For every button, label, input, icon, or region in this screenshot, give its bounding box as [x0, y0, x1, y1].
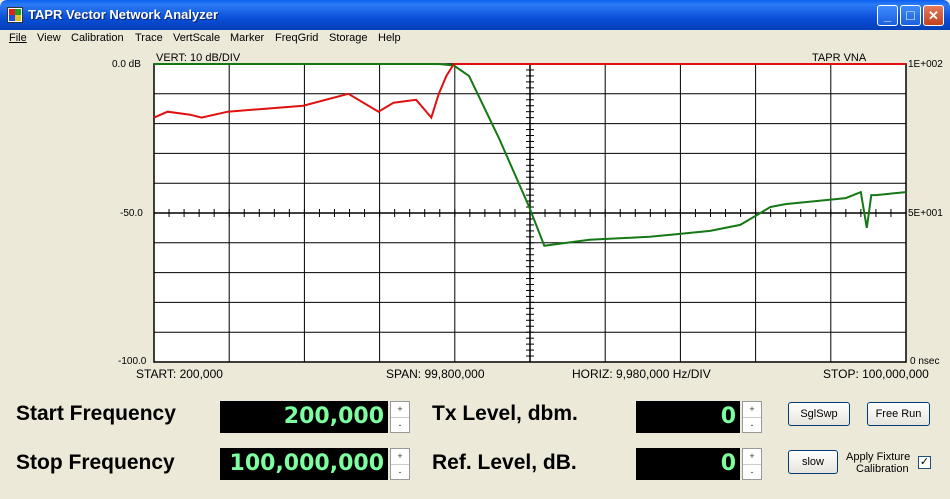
menu-label: File — [9, 32, 27, 44]
start-frequency-display[interactable]: 200,000 — [220, 401, 388, 433]
app-icon — [7, 7, 23, 23]
tx-level-spinner[interactable]: + - — [742, 401, 762, 433]
stop-frequency-label: Stop Frequency — [16, 451, 175, 474]
start-frequency-spinner[interactable]: + - — [390, 401, 410, 433]
menu-label: FreqGrid — [275, 32, 319, 44]
menu-label: Calibration — [71, 32, 124, 44]
menu-label: Storage — [329, 32, 368, 44]
menu-help[interactable]: Help — [378, 32, 401, 44]
span-readout: SPAN: 99,800,000 — [386, 367, 485, 381]
menu-label: View — [37, 32, 61, 44]
stop-frequency-display[interactable]: 100,000,000 — [220, 448, 388, 480]
stop-freq-readout: STOP: 100,000,000 — [823, 367, 929, 381]
menu-label: VertScale — [173, 32, 221, 44]
spin-down-button[interactable]: - — [750, 467, 754, 477]
window-title: TAPR Vector Network Analyzer — [28, 7, 218, 22]
menu-freqgrid[interactable]: FreqGrid — [275, 32, 318, 44]
horiz-readout: HORIZ: 9,980,000 Hz/DIV — [572, 367, 711, 381]
spin-up-button[interactable]: + — [743, 449, 761, 465]
right-tick-top: 1E+002 — [908, 59, 943, 70]
spin-up-button[interactable]: + — [743, 402, 761, 418]
slow-button[interactable]: slow — [788, 450, 838, 474]
menu-view[interactable]: View — [37, 32, 61, 44]
vert-scale-label: VERT: 10 dB/DIV — [156, 52, 241, 64]
title-bar: TAPR Vector Network Analyzer _ □ ✕ — [0, 0, 950, 30]
spin-up-button[interactable]: + — [391, 402, 409, 418]
right-tick-mid: 5E+001 — [908, 208, 943, 219]
menu-file[interactable]: File — [9, 32, 27, 44]
tx-level-label: Tx Level, dbm. — [432, 402, 578, 425]
menu-bar: File View Calibration Trace VertScale Ma… — [0, 30, 950, 48]
green-trace — [154, 63, 907, 247]
right-tick-bottom: 0 nsec — [910, 356, 940, 367]
apply-fixture-checkbox[interactable]: ✓ — [918, 456, 931, 469]
red-trace — [153, 63, 906, 120]
left-tick-top: 0.0 dB — [112, 59, 141, 70]
spin-down-button[interactable]: - — [750, 420, 754, 430]
calibration-label: Calibration — [856, 463, 909, 475]
start-frequency-label: Start Frequency — [16, 402, 176, 425]
stop-frequency-spinner[interactable]: + - — [390, 448, 410, 480]
menu-label: Marker — [230, 32, 265, 44]
close-button[interactable]: ✕ — [923, 5, 944, 26]
free-run-button[interactable]: Free Run — [867, 402, 930, 426]
menu-label: Help — [378, 32, 401, 44]
start-freq-readout: START: 200,000 — [136, 367, 223, 381]
minimize-button[interactable]: _ — [877, 5, 898, 26]
single-sweep-button[interactable]: SglSwp — [788, 402, 850, 426]
menu-calibration[interactable]: Calibration — [71, 32, 124, 44]
spin-down-button[interactable]: - — [398, 420, 402, 430]
menu-marker[interactable]: Marker — [230, 32, 264, 44]
left-tick-bottom: -100.0 — [118, 356, 147, 367]
spin-down-button[interactable]: - — [398, 467, 402, 477]
left-tick-mid: -50.0 — [120, 208, 143, 219]
ref-level-label: Ref. Level, dB. — [432, 451, 577, 474]
maximize-button[interactable]: □ — [900, 5, 921, 26]
menu-vertscale[interactable]: VertScale — [173, 32, 220, 44]
brand-label: TAPR VNA — [812, 52, 867, 64]
tx-level-display[interactable]: 0 — [636, 401, 740, 433]
ref-level-display[interactable]: 0 — [636, 448, 740, 480]
menu-storage[interactable]: Storage — [329, 32, 368, 44]
ref-level-spinner[interactable]: + - — [742, 448, 762, 480]
spin-up-button[interactable]: + — [391, 449, 409, 465]
menu-label: Trace — [135, 32, 163, 44]
menu-trace[interactable]: Trace — [135, 32, 163, 44]
apply-fixture-label: Apply Fixture — [846, 451, 911, 463]
